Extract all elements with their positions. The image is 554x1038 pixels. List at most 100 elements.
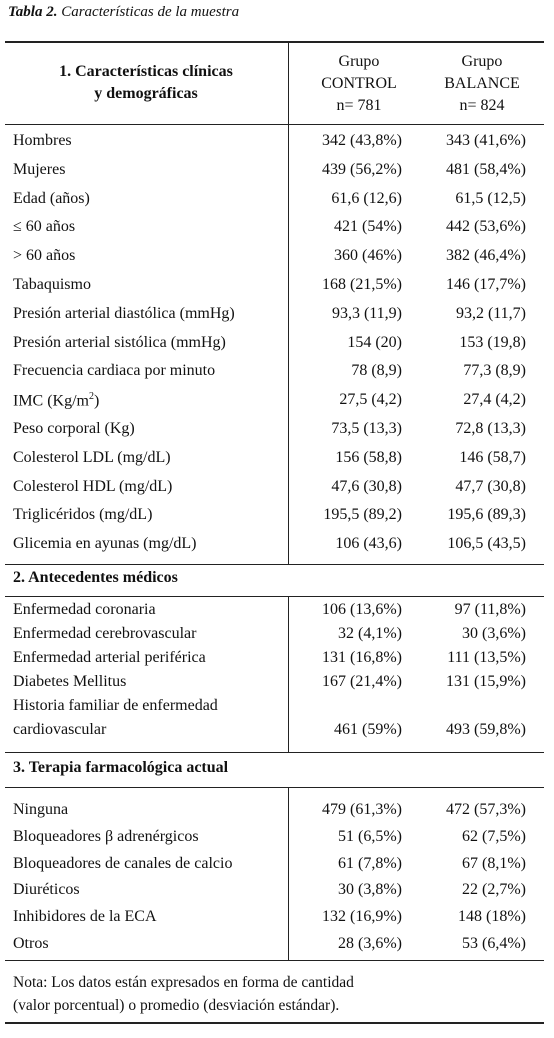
control-value: 28 (3,6%) xyxy=(338,935,402,952)
table-row: IMC (Kg/m2) 27,5 (4,2) 27,4 (4,2) xyxy=(0,391,554,413)
row-label-text: Enfermedad cerebrovascular xyxy=(13,625,197,642)
row-label: Colesterol HDL (mg/dL) xyxy=(13,478,172,496)
row-label: Enfermedad cerebrovascular xyxy=(13,625,196,643)
row-label-text: Colesterol LDL (mg/dL) xyxy=(13,448,171,466)
row-label: Inhibidores de la ECA xyxy=(13,908,157,926)
header-balance-group: Grupo BALANCE n= 824 xyxy=(421,51,543,117)
table-row: Peso corporal (Kg) 73,5 (13,3) 72,8 (13,3) xyxy=(0,420,554,442)
balance-value: 472 (57,3%) xyxy=(446,801,526,818)
balance-value: 53 (6,4%) xyxy=(462,935,526,952)
column-divider-3 xyxy=(288,787,289,961)
row-label: Otros xyxy=(13,935,49,953)
row-label: Colesterol LDL (mg/dL) xyxy=(13,449,171,467)
note-line1: Nota: Los datos están expresados en form… xyxy=(13,974,354,991)
row-label-text: Inhibidores de la ECA xyxy=(13,908,157,925)
table-row: Historia familiar de enfermedad xyxy=(0,697,554,719)
balance-value: 148 (18%) xyxy=(458,908,526,925)
balance-value: 62 (7,5%) xyxy=(462,828,526,845)
table-row: Glicemia en ayunas (mg/dL) 106 (43,6) 106,… xyxy=(0,535,554,557)
control-value: 78 (8,9) xyxy=(351,362,402,380)
table-row: > 60 años 360 (46%) 382 (46,4%) xyxy=(0,247,554,269)
row-label: Presión arterial diastólica (mmHg) xyxy=(13,305,235,323)
row-label-text: Diuréticos xyxy=(13,881,80,898)
row-label-text: Enfermedad arterial periférica xyxy=(13,649,206,666)
balance-value: 97 (11,8%) xyxy=(454,601,526,618)
control-value: 61 (7,8%) xyxy=(338,855,402,872)
table-note: Nota: Los datos están expresados en form… xyxy=(13,971,354,1017)
row-label-text: Frecuencia cardiaca por minuto xyxy=(13,362,216,380)
balance-value: 27,4 (4,2) xyxy=(463,391,526,409)
row-label: Triglicéridos (mg/dL) xyxy=(13,506,152,524)
row-label: IMC (Kg/m2) xyxy=(13,391,99,410)
row-label-text: Triglicéridos (mg/dL) xyxy=(13,506,153,524)
caption-number: Tabla 2. xyxy=(8,4,58,20)
control-value: 167 (21,4%) xyxy=(322,673,402,690)
row-label-text: Mujeres xyxy=(13,160,66,178)
row-label: ≤ 60 años xyxy=(13,218,75,236)
table-row: cardiovascular 461 (59%) 493 (59,8%) xyxy=(0,721,554,743)
row-label: Ninguna xyxy=(13,801,68,819)
balance-value: 493 (59,8%) xyxy=(446,721,526,738)
balance-value: 343 (41,6%) xyxy=(446,132,526,149)
row-label: Glicemia en ayunas (mg/dL) xyxy=(13,535,197,553)
table-row: ≤ 60 años 421 (54%) 442 (53,6%) xyxy=(0,218,554,240)
balance-value: 146 (17,7%) xyxy=(446,276,526,293)
header-title-line2: y demográficas xyxy=(94,85,198,102)
row-label-text: Presión arterial diastólica (mmHg) xyxy=(13,304,235,322)
section2-top-rule xyxy=(5,564,544,565)
control-value: 154 (20) xyxy=(347,333,402,351)
row-label: > 60 años xyxy=(13,247,75,265)
table-row: Edad (años) 61,6 (12,6) 61,5 (12,5) xyxy=(0,190,554,212)
balance-value: 481 (58,4%) xyxy=(446,160,526,178)
control-value: 30 (3,8%) xyxy=(338,881,402,898)
balance-value: 111 (13,5%) xyxy=(447,649,526,666)
control-value: 421 (54%) xyxy=(334,218,402,236)
table-row: Bloqueadores β adrenérgicos 51 (6,5%) 62 (… xyxy=(0,828,554,850)
section2-bottom-rule xyxy=(5,596,544,597)
table-row: Colesterol HDL (mg/dL) 47,6 (30,8) 47,7 (3… xyxy=(0,478,554,500)
control-value: 93,3 (11,9) xyxy=(331,304,402,322)
row-label: Tabaquismo xyxy=(13,276,91,294)
balance-value: 146 (58,7) xyxy=(459,448,526,466)
row-label-text: cardiovascular xyxy=(13,721,107,738)
header-control-group: Grupo CONTROL n= 781 xyxy=(304,51,414,117)
control-value: 342 (43,8%) xyxy=(322,132,402,149)
row-label-text: Bloqueadores de canales de calcio xyxy=(13,855,233,872)
table-row: Enfermedad cerebrovascular 32 (4,1%) 30 (3… xyxy=(0,625,554,647)
control-value: 73,5 (13,3) xyxy=(331,420,402,437)
balance-value: 131 (15,9%) xyxy=(446,673,526,690)
control-value: 479 (61,3%) xyxy=(322,801,402,818)
row-label: Hombres xyxy=(13,132,72,150)
note-line2: (valor porcentual) o promedio (desviació… xyxy=(13,997,340,1014)
table-row: Triglicéridos (mg/dL) 195,5 (89,2) 195,6 (… xyxy=(0,506,554,528)
control-value: 132 (16,9%) xyxy=(322,908,402,925)
balance-value: 47,7 (30,8) xyxy=(455,477,526,495)
row-label: Historia familiar de enfermedad xyxy=(13,697,218,715)
table-row: Presión arterial diastólica (mmHg) 93,3 (… xyxy=(0,305,554,327)
balance-value: 153 (19,8) xyxy=(459,333,526,351)
control-value: 461 (59%) xyxy=(334,721,402,738)
row-label-text: Tabaquismo xyxy=(13,276,91,293)
header-control-line1: Grupo xyxy=(338,53,380,70)
row-label-text: Diabetes Mellitus xyxy=(13,673,127,690)
balance-value: 106,5 (43,5) xyxy=(447,535,526,553)
row-label-text: IMC (Kg/m xyxy=(13,392,89,410)
row-label: Peso corporal (Kg) xyxy=(13,420,135,438)
section3-bottom-rule xyxy=(5,787,544,788)
row-label-text: Presión arterial sistólica (mmHg) xyxy=(13,333,226,351)
row-label-superscript: 2 xyxy=(89,391,94,403)
balance-value: 77,3 (8,9) xyxy=(463,362,526,380)
row-label: Frecuencia cardiaca por minuto xyxy=(13,362,215,380)
row-label: Edad (años) xyxy=(13,190,90,208)
row-label: cardiovascular xyxy=(13,721,106,739)
balance-value: 61,5 (12,5) xyxy=(455,189,526,207)
row-label-text: Colesterol HDL (mg/dL) xyxy=(13,477,173,495)
row-label: Presión arterial sistólica (mmHg) xyxy=(13,334,226,352)
control-value: 360 (46%) xyxy=(334,247,402,265)
row-label-text: Ninguna xyxy=(13,801,69,818)
control-value: 439 (56,2%) xyxy=(322,160,402,178)
balance-value: 442 (53,6%) xyxy=(446,218,526,236)
section2-title: 2. Antecedentes médicos xyxy=(13,569,178,586)
row-label: Mujeres xyxy=(13,161,65,179)
caption-title: Características de la muestra xyxy=(57,4,240,20)
